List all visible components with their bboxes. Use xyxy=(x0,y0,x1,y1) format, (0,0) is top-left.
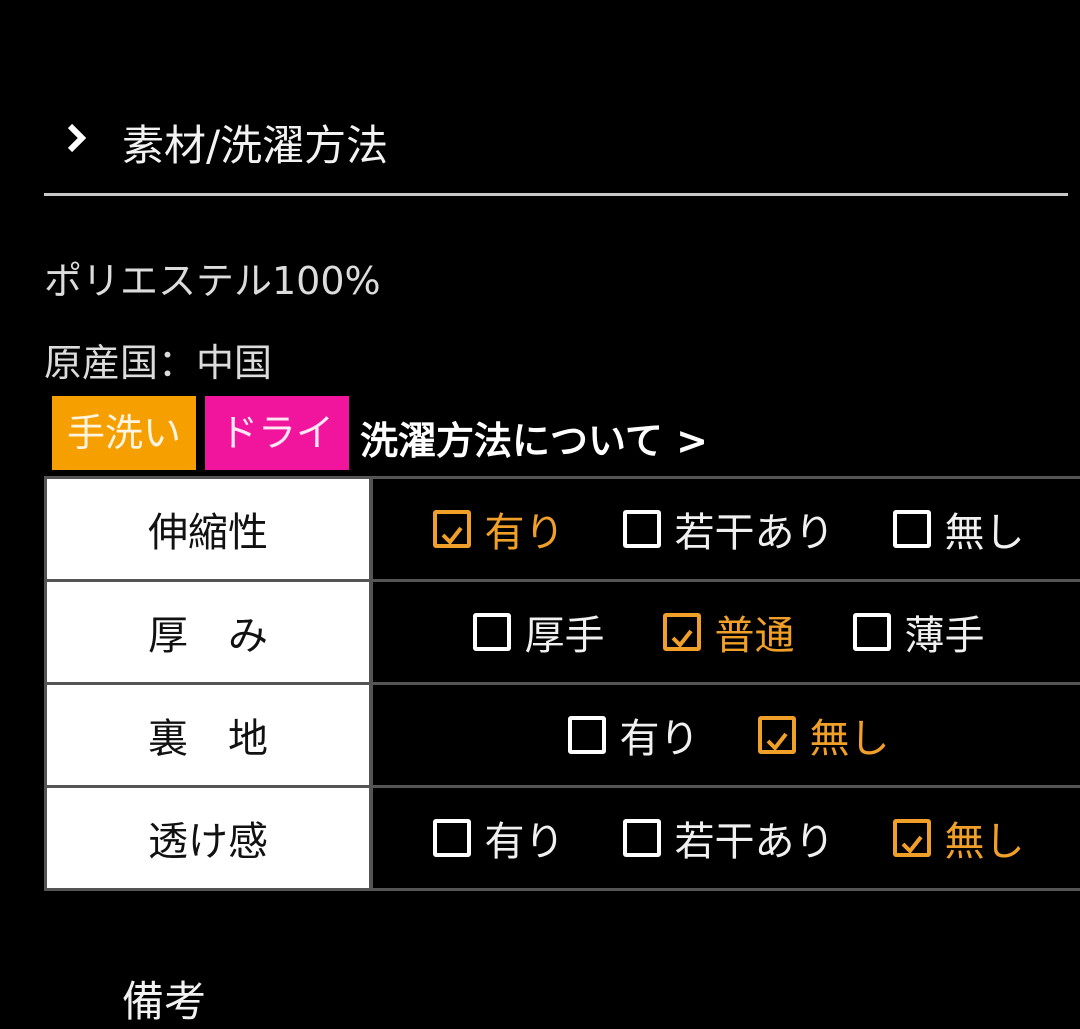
option: 薄手 xyxy=(852,603,985,661)
option-text: 無し xyxy=(944,819,1025,865)
checkbox xyxy=(567,716,606,754)
option: 有り xyxy=(567,706,700,764)
badge: 手洗い xyxy=(52,396,196,470)
row-label: 裏 地 xyxy=(44,685,373,785)
badge: ドライ xyxy=(205,396,349,470)
chevron-icon xyxy=(67,123,87,153)
checkbox xyxy=(432,819,471,857)
row-label: 伸縮性 xyxy=(44,479,373,579)
option-text: 有り xyxy=(484,510,565,556)
page: 素材/洗濯方法 ポリエステル100% 原産国：中国 手洗い ドライ 洗濯方法につ… xyxy=(44,121,1080,1026)
option-text: 薄手 xyxy=(904,613,985,659)
option: 若干あり xyxy=(622,809,835,867)
table-row: 透け感 有り 若干あり 無し xyxy=(44,788,1080,891)
option-text: 有り xyxy=(484,819,565,865)
option: 有り xyxy=(432,809,565,867)
option-text: 厚手 xyxy=(524,613,605,659)
material: ポリエステル100% xyxy=(44,259,381,303)
option-text: 有り xyxy=(619,716,700,762)
option: 厚手 xyxy=(472,603,605,661)
next-section-title[interactable]: 備考 xyxy=(122,977,207,1026)
section-title[interactable]: 素材/洗濯方法 xyxy=(122,121,389,170)
checkbox xyxy=(662,613,701,651)
option-text: 無し xyxy=(809,716,890,762)
option: 若干あり xyxy=(622,500,835,558)
options: 有り 無し xyxy=(373,685,1080,785)
check-mark xyxy=(441,526,463,546)
checkbox xyxy=(852,613,891,651)
check-mark xyxy=(766,732,788,752)
checkbox xyxy=(892,510,931,548)
spec-table: 伸縮性 有り 若干あり 無し厚 み厚手 普通 薄手裏 地有り 無し 透け感 有り 若干あり 無し xyxy=(44,476,1080,891)
table-row: 厚 み 厚手 普通 薄手 xyxy=(44,582,1080,685)
checkbox xyxy=(757,716,796,754)
care-link[interactable]: 洗濯方法について > xyxy=(360,419,708,463)
option: 無し xyxy=(757,706,890,764)
check-mark xyxy=(901,835,923,855)
table-row: 裏 地 有り 無し xyxy=(44,685,1080,788)
option-text: 若干あり xyxy=(674,510,835,556)
checkbox xyxy=(622,819,661,857)
row-label: 厚 み xyxy=(44,582,373,682)
options: 有り 若干あり 無し xyxy=(373,788,1080,888)
divider xyxy=(44,193,1068,196)
check-mark xyxy=(671,629,693,649)
options: 厚手 普通 薄手 xyxy=(373,582,1080,682)
option: 普通 xyxy=(662,603,795,661)
option: 無し xyxy=(892,809,1025,867)
origin: 原産国：中国 xyxy=(44,341,273,385)
option: 有り xyxy=(432,500,565,558)
checkbox xyxy=(622,510,661,548)
options: 有り 若干あり 無し xyxy=(373,479,1080,579)
option: 無し xyxy=(892,500,1025,558)
checkbox xyxy=(432,510,471,548)
option-text: 無し xyxy=(944,510,1025,556)
row-label: 透け感 xyxy=(44,788,373,888)
checkbox xyxy=(472,613,511,651)
option-text: 若干あり xyxy=(674,819,835,865)
checkbox xyxy=(892,819,931,857)
table-row: 伸縮性 有り 若干あり 無し xyxy=(44,476,1080,582)
option-text: 普通 xyxy=(714,613,795,659)
